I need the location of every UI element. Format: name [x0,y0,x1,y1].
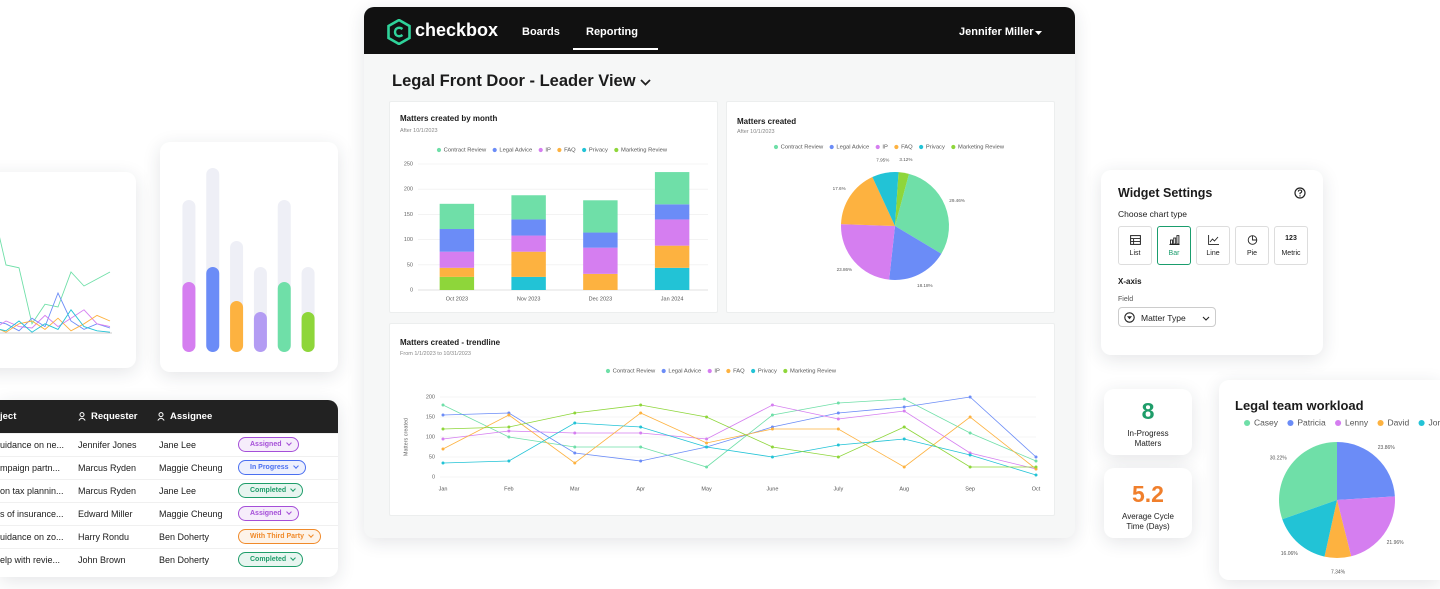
chart-subtitle: After 10/1/2023 [400,128,438,134]
help-icon[interactable] [1294,187,1306,199]
kpi-card: 5.2 Average Cycle Time (Days) [1104,468,1192,538]
column-header: ject [0,411,17,422]
chart-subtitle: After 10/1/2023 [737,129,775,135]
kpi-value: 5.2 [1132,481,1164,507]
nav-bar: checkbox Boards Reporting Jennifer Mille… [364,7,1075,54]
active-underline [573,48,658,50]
kpi-label: Average Cycle Time (Days) [1122,512,1174,531]
option-label: Pie [1246,250,1258,257]
assignee-cell: Maggie Cheung [159,509,223,519]
chart-title: Matters created by month [400,114,498,123]
brand: checkbox [415,20,499,40]
assignee-cell: Ben Doherty [159,555,210,565]
list-icon [1130,235,1141,245]
app-window: checkbox Boards Reporting Jennifer Mille… [364,7,1075,538]
bar-card [160,142,338,372]
table-row: mpaign partn... Marcus Ryden Maggie Cheung… [0,456,338,480]
line-card [0,172,136,368]
column-header: Assignee [170,411,213,422]
subject-cell: s of insurance... [0,509,64,519]
status-badge[interactable]: With Third Party [238,529,321,544]
status-badge[interactable]: Completed [238,552,304,567]
widget-settings: Widget Settings Choose chart type List B… [1101,170,1323,355]
table-row: uidance on zo... Harry Rondu Ben Doherty Wi… [0,525,338,549]
kpi-label: In-Progress Matters [1127,429,1169,448]
chart-panel: Matters created - trendline From 1/1/202… [389,323,1055,516]
requester-cell: Marcus Ryden [78,486,137,496]
chart-title: Matters created [737,117,797,126]
option-label: Line [1206,250,1220,257]
assignee-cell: Maggie Cheung [159,463,223,473]
workload-card: Legal team workload [1219,380,1440,580]
subject-cell: uidance on ne... [0,440,65,450]
option-label: Metric [1281,250,1301,257]
subject-cell: uidance on zo... [0,532,64,542]
chart-type-button[interactable]: 123 Metric [1274,226,1308,265]
chart-subtitle: From 1/1/2023 to 10/31/2023 [400,351,471,357]
field-value: Matter Type [1141,313,1186,323]
table-row: elp with revie... John Brown Ben Doherty Co… [0,548,338,572]
chart-type-button[interactable]: Line [1196,226,1230,265]
widget-title: Widget Settings [1118,186,1213,200]
requester-cell: Jennifer Jones [78,440,137,450]
table-card: ject Requester Assignee uidance on ne...… [0,400,338,577]
requester-cell: Harry Rondu [78,532,130,542]
requester-cell: Marcus Ryden [78,463,137,473]
nav-link[interactable]: Reporting [586,26,638,38]
table-header: ject Requester Assignee [0,400,338,433]
option-label: List [1129,250,1141,257]
chart-panel: Matters created by month After 10/1/2023 [389,101,718,313]
caret [1035,31,1042,35]
kpi-value: 8 [1141,398,1155,424]
page-title: Legal Front Door - Leader View [392,72,636,90]
metric-icon: 123 [1285,235,1297,242]
logo [387,19,411,45]
line-icon [1208,235,1219,245]
nav-link[interactable]: Boards [522,26,560,38]
pie-icon [1247,235,1258,245]
bar-icon [1169,235,1180,245]
assignee-cell: Jane Lee [159,486,197,496]
person-icon [157,412,165,421]
title-chevron[interactable] [640,79,651,86]
chart-type-button[interactable]: List [1118,226,1152,265]
chevron [1202,316,1210,321]
chart-type-button[interactable]: Pie [1235,226,1269,265]
table-row: uidance on ne... Jennifer Jones Jane Lee As… [0,433,338,457]
subject-cell: elp with revie... [0,555,61,565]
chart-title: Legal team workload [1235,398,1364,413]
assignee-cell: Ben Doherty [159,532,210,542]
table-row: on tax plannin... Marcus Ryden Jane Lee Com… [0,479,338,503]
field-dropdown[interactable]: Matter Type [1118,307,1216,327]
status-badge[interactable]: Completed [238,483,304,498]
table-row: s of insurance... Edward Miller Maggie Che… [0,502,338,526]
chart-title: Matters created - trendline [400,338,501,347]
status-badge[interactable]: Assigned [238,437,299,452]
status-badge[interactable]: In Progress [238,460,306,475]
user-menu[interactable]: Jennifer Miller [959,26,1034,38]
chart-type-button[interactable]: Bar [1157,226,1191,265]
subject-cell: on tax plannin... [0,486,64,496]
prompt: Choose chart type [1118,209,1187,219]
kpi-card: 8 In-Progress Matters [1104,389,1192,455]
assignee-cell: Jane Lee [159,440,197,450]
subject-cell: mpaign partn... [0,463,61,473]
field-label: Field [1118,296,1134,303]
chart-panel: Matters created After 10/1/2023 [726,101,1055,313]
requester-cell: Edward Miller [78,509,133,519]
axis-heading: X-axis [1118,277,1142,286]
column-header: Requester [91,411,138,422]
option-label: Bar [1168,250,1180,257]
requester-cell: John Brown [78,555,126,565]
person-icon [78,412,86,421]
status-badge[interactable]: Assigned [238,506,299,521]
field-icon [1124,312,1135,323]
